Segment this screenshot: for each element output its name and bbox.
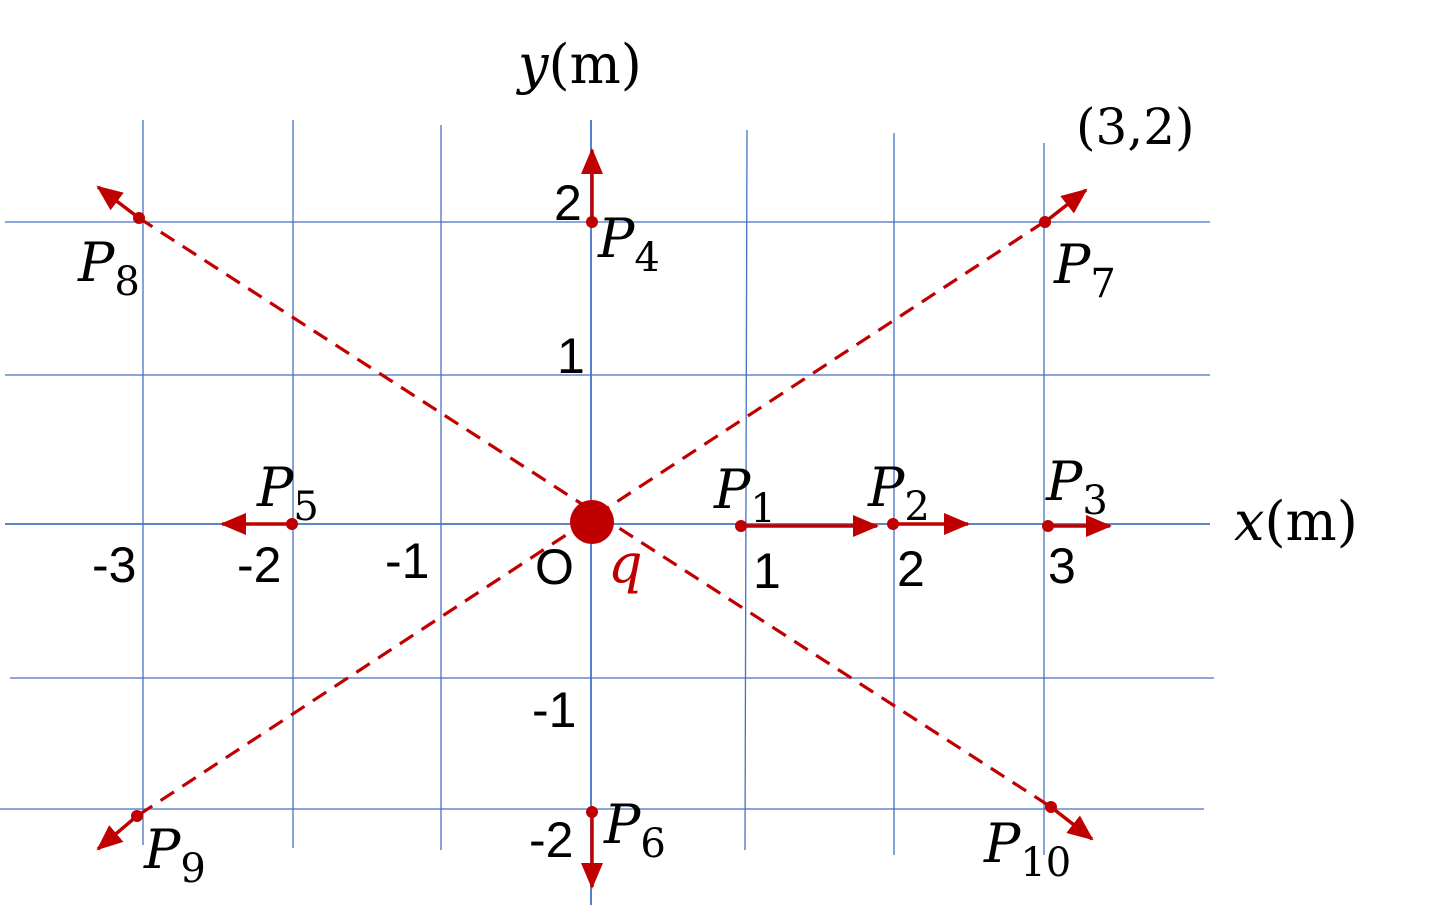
- y-tick-label: 1: [557, 328, 585, 384]
- point-dot-p10: [1045, 801, 1057, 813]
- point-label-p10: P10: [983, 812, 1071, 886]
- arrow-p8: [96, 185, 141, 220]
- y-axis-title: y(m): [516, 33, 642, 96]
- y-axis-var: y: [516, 33, 550, 96]
- point-dot-p5: [286, 518, 298, 530]
- point-label-p8: P8: [77, 231, 140, 305]
- point-label-p1: P1: [713, 458, 776, 532]
- point-dot-p9: [131, 810, 143, 822]
- point-dot-p3: [1042, 520, 1054, 532]
- point-dot-p1: [735, 520, 747, 532]
- arrow-p10: [1049, 805, 1094, 841]
- point-label-p7: P7: [1053, 233, 1116, 307]
- point-label-p5: P5: [256, 456, 319, 530]
- point-label-p6: P6: [603, 793, 666, 867]
- point-label-p2: P2: [867, 456, 930, 530]
- x-axis-title: x(m): [1234, 490, 1358, 553]
- y-axis-unit: (m): [549, 33, 642, 96]
- corner-coordinate-label: (3,2): [1076, 98, 1195, 156]
- x-tick-label: 3: [1048, 538, 1076, 594]
- point-dot-p8: [133, 212, 145, 224]
- point-dot-p7: [1039, 216, 1051, 228]
- charge-label: q: [608, 532, 643, 595]
- y-tick-labels: 2 1 -1 -2: [529, 175, 585, 868]
- point-dot-p2: [887, 518, 899, 530]
- x-tick-label: -3: [92, 537, 136, 593]
- point-label-p9: P9: [143, 818, 206, 892]
- point-dots: [131, 212, 1057, 822]
- charge-q: [570, 500, 614, 544]
- y-tick-label: 2: [554, 175, 582, 231]
- y-tick-label: -1: [532, 682, 576, 738]
- y-tick-label: -2: [529, 812, 573, 868]
- point-dot-p4: [586, 216, 598, 228]
- x-tick-label: -1: [385, 533, 429, 589]
- x-axis-unit: (m): [1264, 490, 1357, 553]
- arrow-p9: [96, 814, 139, 851]
- x-tick-label: 2: [897, 541, 925, 597]
- grid: [0, 120, 1214, 855]
- point-label-p4: P4: [597, 207, 660, 281]
- origin-label: O: [535, 539, 574, 595]
- x-axis-var: x: [1234, 490, 1264, 553]
- x-tick-label: 1: [753, 543, 781, 599]
- x-tick-label: -2: [237, 537, 281, 593]
- point-label-p3: P3: [1045, 450, 1108, 524]
- point-labels: P1 P2 P3 P4 P5 P6 P7 P8 P9 P10: [77, 207, 1116, 892]
- field-arrows: [96, 148, 1112, 889]
- grid-line-v: [744, 129, 748, 851]
- arrow-p7: [1043, 188, 1088, 224]
- point-dot-p6: [586, 806, 598, 818]
- x-tick-labels: -3 -2 -1 1 2 3: [92, 533, 1076, 599]
